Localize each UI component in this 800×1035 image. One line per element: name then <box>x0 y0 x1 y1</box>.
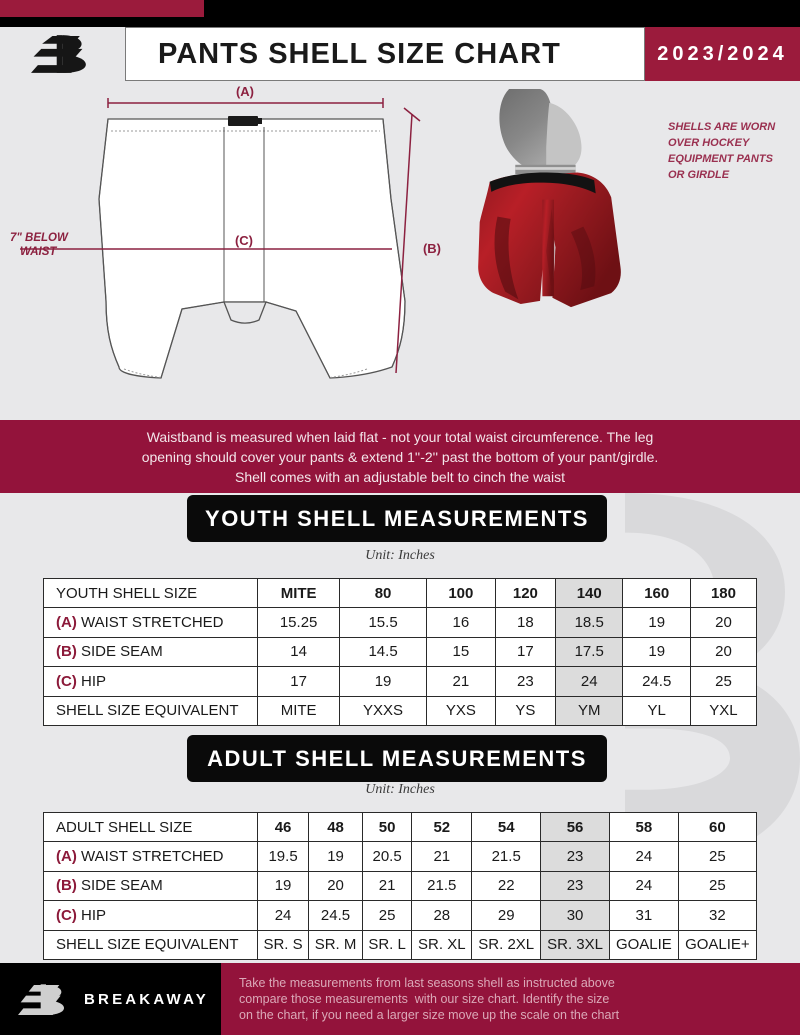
svg-text:(A): (A) <box>236 84 254 99</box>
svg-text:WAIST: WAIST <box>20 246 57 258</box>
svg-text:(C): (C) <box>235 233 253 248</box>
svg-text:(B): (B) <box>423 241 441 256</box>
svg-text:7" BELOW: 7" BELOW <box>10 232 69 244</box>
